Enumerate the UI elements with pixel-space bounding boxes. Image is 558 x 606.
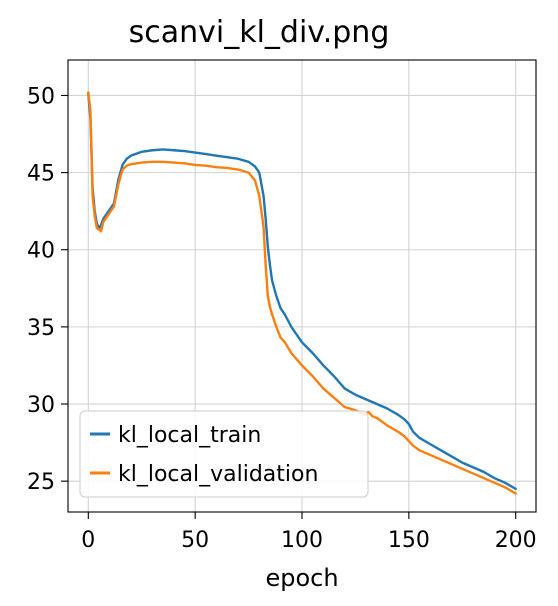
chart-title: scanvi_kl_div.png bbox=[129, 15, 390, 50]
x-tick-label: 100 bbox=[281, 528, 323, 553]
legend-label-kl-local-train: kl_local_train bbox=[118, 423, 261, 448]
grid bbox=[68, 60, 536, 512]
x-tick-label: 50 bbox=[181, 528, 209, 553]
y-tick-label: 25 bbox=[27, 470, 55, 495]
y-tick-label: 50 bbox=[27, 84, 55, 109]
y-tick-label: 35 bbox=[27, 316, 55, 341]
series-line-kl-local-train bbox=[87, 92, 517, 491]
y-tick-label: 45 bbox=[27, 162, 55, 187]
series-line-kl-local-validation bbox=[87, 91, 517, 495]
series-group bbox=[87, 91, 517, 495]
y-tick-label: 30 bbox=[27, 393, 55, 418]
legend: kl_local_train kl_local_validation bbox=[79, 410, 369, 498]
x-axis-label: epoch bbox=[265, 564, 338, 592]
x-tick-label: 0 bbox=[81, 528, 95, 553]
legend-box bbox=[79, 410, 369, 498]
legend-label-kl-local-validation: kl_local_validation bbox=[118, 462, 318, 487]
y-tick-label: 40 bbox=[27, 239, 55, 264]
ticks: 0 50 100 150 200 25 30 35 40 45 50 bbox=[27, 84, 537, 553]
x-tick-label: 200 bbox=[495, 528, 537, 553]
x-tick-label: 150 bbox=[388, 528, 430, 553]
